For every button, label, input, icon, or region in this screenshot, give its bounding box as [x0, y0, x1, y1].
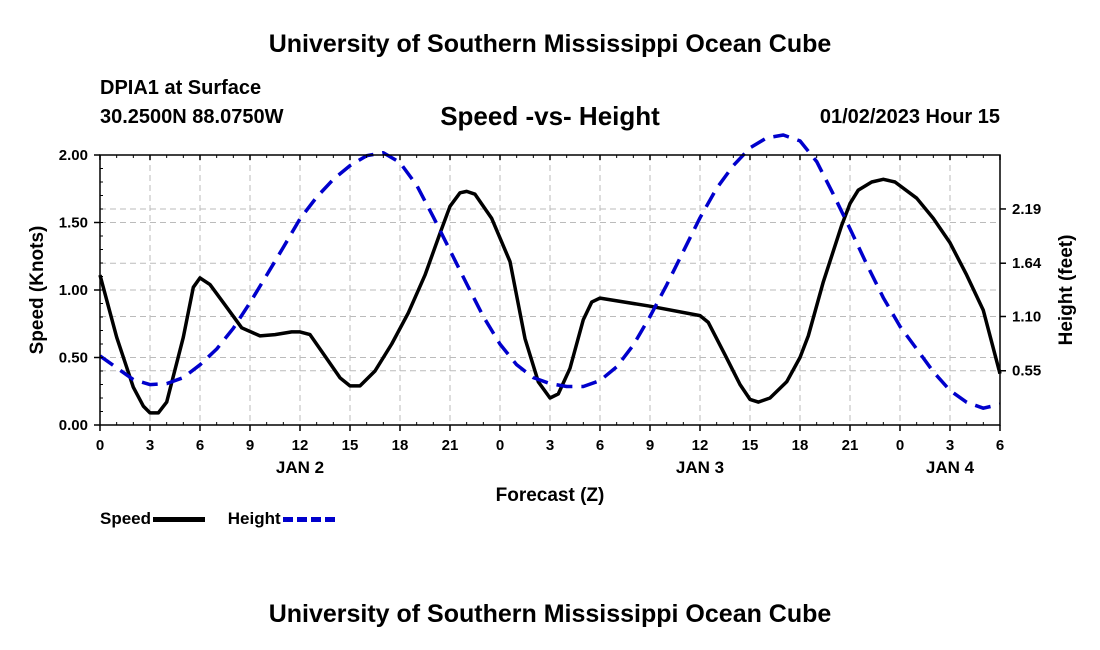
legend-speed-swatch [153, 516, 206, 522]
x-tick-label: 18 [392, 437, 409, 454]
y-tick-label: 1.00 [59, 282, 88, 299]
x-tick-label: 18 [792, 437, 809, 454]
series-line-height [98, 133, 1001, 410]
bottom-title: University of Southern Mississippi Ocean… [268, 600, 832, 628]
x-tick-label: 9 [246, 437, 254, 454]
coordinates-label: 30.2500N 88.0750W [100, 106, 284, 128]
x-axis-title: Forecast (Z) [496, 485, 605, 506]
top-title: University of Southern Mississippi Ocean… [268, 30, 832, 58]
x-tick-label: 3 [146, 437, 154, 454]
x-tick-label: 6 [596, 437, 604, 454]
date-label: JAN 3 [676, 458, 724, 477]
legend-height-swatch [282, 516, 335, 522]
date-label: JAN 4 [926, 458, 975, 477]
y-tick-label: 0.50 [59, 350, 88, 367]
legend-speed: Speed [100, 509, 206, 529]
date-label: JAN 2 [276, 458, 324, 477]
x-tick-label: 6 [996, 437, 1004, 454]
x-tick-label: 0 [96, 437, 104, 454]
legend-height: Height [228, 509, 335, 529]
y-axis-title: Speed (Knots) [27, 226, 48, 355]
forecast-datetime: 01/02/2023 Hour 15 [819, 106, 1000, 128]
x-tick-label: 3 [946, 437, 954, 454]
x-tick-label: 0 [896, 437, 904, 454]
station-label: DPIA1 at Surface [100, 77, 262, 99]
chart-title: Speed -vs- Height [440, 101, 660, 131]
x-tick-label: 3 [546, 437, 554, 454]
x-tick-label: 12 [292, 437, 309, 454]
legend: Speed Height [100, 509, 353, 529]
axes: 0 3 6 9 12 15 18 21 0 3 6 9 12 15 18 21 0 3 6 JAN 2 JAN 3 JAN… [27, 147, 1077, 506]
legend-speed-label: Speed [100, 509, 152, 528]
y-right-tick-label: 0.55 [1012, 363, 1041, 380]
x-tick-label: 15 [742, 437, 759, 454]
x-tick-label: 15 [342, 437, 359, 454]
y-right-tick-label: 1.10 [1012, 308, 1041, 325]
y-right-tick-label: 2.19 [1012, 201, 1041, 218]
legend-height-label: Height [227, 509, 281, 528]
x-tick-label: 21 [442, 437, 459, 454]
x-tick-label: 21 [842, 437, 859, 454]
x-tick-label: 0 [496, 437, 504, 454]
x-tick-label: 9 [646, 437, 654, 454]
y-tick-label: 2.00 [59, 147, 88, 164]
y-right-axis-title: Height (feet) [1056, 235, 1077, 346]
x-tick-label: 6 [196, 437, 204, 454]
y-tick-label: 0.00 [59, 417, 88, 434]
y-right-tick-label: 1.64 [1012, 255, 1042, 272]
series [98, 133, 1002, 415]
grid [100, 155, 1000, 425]
y-tick-label: 1.50 [59, 215, 88, 232]
x-tick-label: 12 [692, 437, 709, 454]
series-line-speed [98, 177, 1002, 415]
